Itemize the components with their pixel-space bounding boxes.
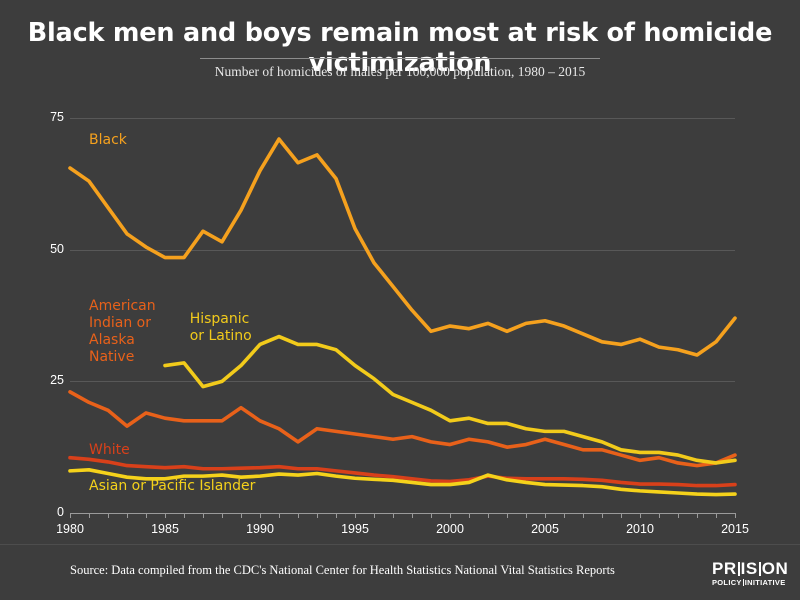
gridline: [70, 381, 735, 383]
logo-wordmark: PR IS ON: [712, 559, 789, 578]
x-axis-tick-label: 2000: [436, 522, 464, 536]
x-axis-tick-mark: [640, 513, 641, 518]
x-axis-tick-mark: [279, 513, 280, 518]
series-line: [68, 390, 737, 468]
y-axis-tick-value: 75: [50, 110, 64, 124]
x-axis-tick-label: 1990: [246, 522, 274, 536]
x-axis-tick-mark: [621, 513, 622, 518]
x-axis-tick-mark: [165, 513, 166, 518]
x-axis-tick-label: 2005: [531, 522, 559, 536]
series-line: [68, 137, 737, 357]
x-axis-tick-mark: [716, 513, 717, 518]
x-axis-tick-mark: [70, 513, 71, 518]
series-line: [68, 455, 737, 488]
y-axis-tick-label: 25: [18, 373, 64, 387]
x-axis-tick-label: 2010: [626, 522, 654, 536]
x-axis-tick-mark: [146, 513, 147, 518]
x-axis-tick-mark: [355, 513, 356, 518]
x-axis-tick-mark: [184, 513, 185, 518]
x-axis-tick-mark: [450, 513, 451, 518]
logo-tagline: POLICY INITIATIVE: [712, 578, 786, 587]
footer-divider: [0, 544, 800, 545]
y-axis-tick-value: 25: [50, 373, 64, 388]
series-line: [68, 468, 737, 497]
y-axis-tick-value: 50: [50, 241, 64, 256]
series-label: Asian or Pacific Islander: [89, 477, 256, 494]
x-axis-tick-mark: [260, 513, 261, 518]
x-axis-tick-label: 1985: [151, 522, 179, 536]
x-axis-tick-mark: [507, 513, 508, 518]
x-axis-tick-mark: [526, 513, 527, 518]
page-title: Black men and boys remain most at risk o…: [27, 18, 773, 78]
x-axis-tick-mark: [564, 513, 565, 518]
series-label: Hispanic or Latino: [189, 310, 252, 344]
x-axis-tick-mark: [735, 513, 736, 518]
x-axis-tick-mark: [678, 513, 679, 518]
x-axis-tick-mark: [374, 513, 375, 518]
x-axis-tick-mark: [108, 513, 109, 518]
y-axis-tick-label: 0: [18, 505, 64, 519]
series-label: Black: [89, 131, 127, 148]
x-axis-tick-mark: [317, 513, 318, 518]
x-axis-tick-mark: [583, 513, 584, 518]
x-axis-tick-mark: [298, 513, 299, 518]
x-axis-line: [70, 513, 735, 514]
x-axis-tick-mark: [336, 513, 337, 518]
x-axis-tick-mark: [222, 513, 223, 518]
y-axis-tick-label: 75: [18, 110, 64, 124]
y-axis-tick-value: 0: [57, 505, 64, 519]
x-axis-tick-mark: [241, 513, 242, 518]
chart-subtitle: Number of homicides of males per 100,000…: [214, 64, 586, 79]
gridline: [70, 118, 735, 119]
x-axis-tick-label: 1980: [56, 522, 84, 536]
x-axis-tick-mark: [602, 513, 603, 518]
x-axis-tick-label: 1995: [341, 522, 369, 536]
logo-divider-bar: [758, 562, 761, 576]
prison-policy-initiative-logo: PR IS ON POLICY INITIATIVE: [712, 559, 792, 588]
x-axis-tick-mark: [431, 513, 432, 518]
x-axis-tick-mark: [127, 513, 128, 518]
x-axis-tick-mark: [697, 513, 698, 518]
series-label: American Indian or Alaska Native: [89, 297, 156, 365]
x-axis-tick-mark: [203, 513, 204, 518]
x-axis-tick-mark: [89, 513, 90, 518]
x-axis-tick-mark: [545, 513, 546, 518]
logo-divider-bar: [742, 579, 744, 586]
series-line: [163, 334, 737, 465]
x-axis-tick-mark: [488, 513, 489, 518]
source-note: Source: Data compiled from the CDC's Nat…: [70, 563, 615, 577]
x-axis-tick-mark: [469, 513, 470, 518]
y-axis-tick-label: 50: [18, 242, 64, 256]
x-axis-tick-label: 2015: [721, 522, 749, 536]
title-divider: [200, 58, 600, 59]
logo-divider-bar: [737, 562, 740, 576]
x-axis-tick-mark: [412, 513, 413, 518]
series-label: White: [89, 442, 130, 459]
x-axis-tick-mark: [659, 513, 660, 518]
x-axis-tick-mark: [393, 513, 394, 518]
gridline: [70, 249, 735, 251]
